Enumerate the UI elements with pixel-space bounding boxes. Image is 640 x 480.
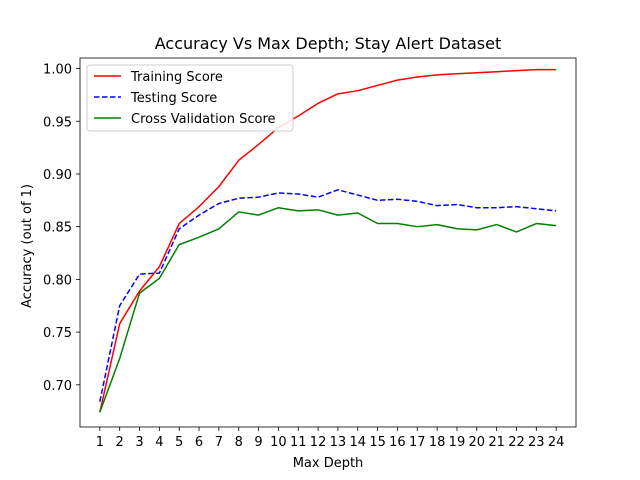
x-tick-label: 15 — [369, 435, 386, 450]
y-tick-label: 0.70 — [43, 379, 72, 394]
x-tick-label: 19 — [449, 435, 466, 450]
x-tick-label: 12 — [310, 435, 327, 450]
x-tick-label: 13 — [330, 435, 347, 450]
y-axis-title: Accuracy (out of 1) — [20, 184, 35, 308]
legend-label: Training Score — [130, 70, 223, 85]
x-tick-label: 24 — [548, 435, 565, 450]
x-tick-label: 22 — [508, 435, 525, 450]
legend-box — [86, 64, 294, 132]
legend-label: Testing Score — [130, 91, 217, 106]
x-tick-label: 17 — [409, 435, 426, 450]
series-line-training-score — [99, 68, 557, 413]
x-tick-label: 16 — [389, 435, 406, 450]
x-tick-label: 14 — [349, 435, 366, 450]
x-tick-label: 7 — [215, 435, 223, 450]
x-tick-label: 5 — [175, 435, 183, 450]
x-tick-label: 2 — [116, 435, 124, 450]
series-line-cross-validation-score — [99, 206, 557, 413]
x-tick-label: 11 — [290, 435, 307, 450]
x-tick-label: 6 — [195, 435, 203, 450]
plot-frame — [79, 57, 577, 428]
y-tick-label: 0.90 — [43, 168, 72, 183]
x-tick-label: 21 — [488, 435, 505, 450]
y-tick-label: 0.80 — [43, 273, 72, 288]
x-tick-label: 3 — [135, 435, 143, 450]
legend-label: Cross Validation Score — [131, 112, 276, 127]
x-tick-label: 8 — [235, 435, 243, 450]
x-tick-label: 10 — [270, 435, 287, 450]
y-tick-label: 1.00 — [43, 63, 72, 78]
y-tick-label: 0.75 — [43, 326, 72, 341]
x-axis-title: Max Depth — [293, 456, 364, 471]
chart-title: Accuracy Vs Max Depth; Stay Alert Datase… — [155, 34, 502, 53]
x-tick-label: 1 — [96, 435, 104, 450]
y-tick-label: 0.85 — [43, 221, 72, 236]
plot-area: 1 2 3 4 5 6 7 8 9 10 11 12 13 14 15 16 17 18 19 20 21 22 23 240… — [43, 57, 577, 450]
x-tick-label: 20 — [469, 435, 486, 450]
x-tick-label: 4 — [155, 435, 163, 450]
x-tick-label: 23 — [528, 435, 545, 450]
series-line-testing-score — [99, 189, 557, 402]
x-tick-label: 9 — [254, 435, 262, 450]
y-tick-label: 0.95 — [43, 115, 72, 130]
x-tick-label: 18 — [429, 435, 446, 450]
